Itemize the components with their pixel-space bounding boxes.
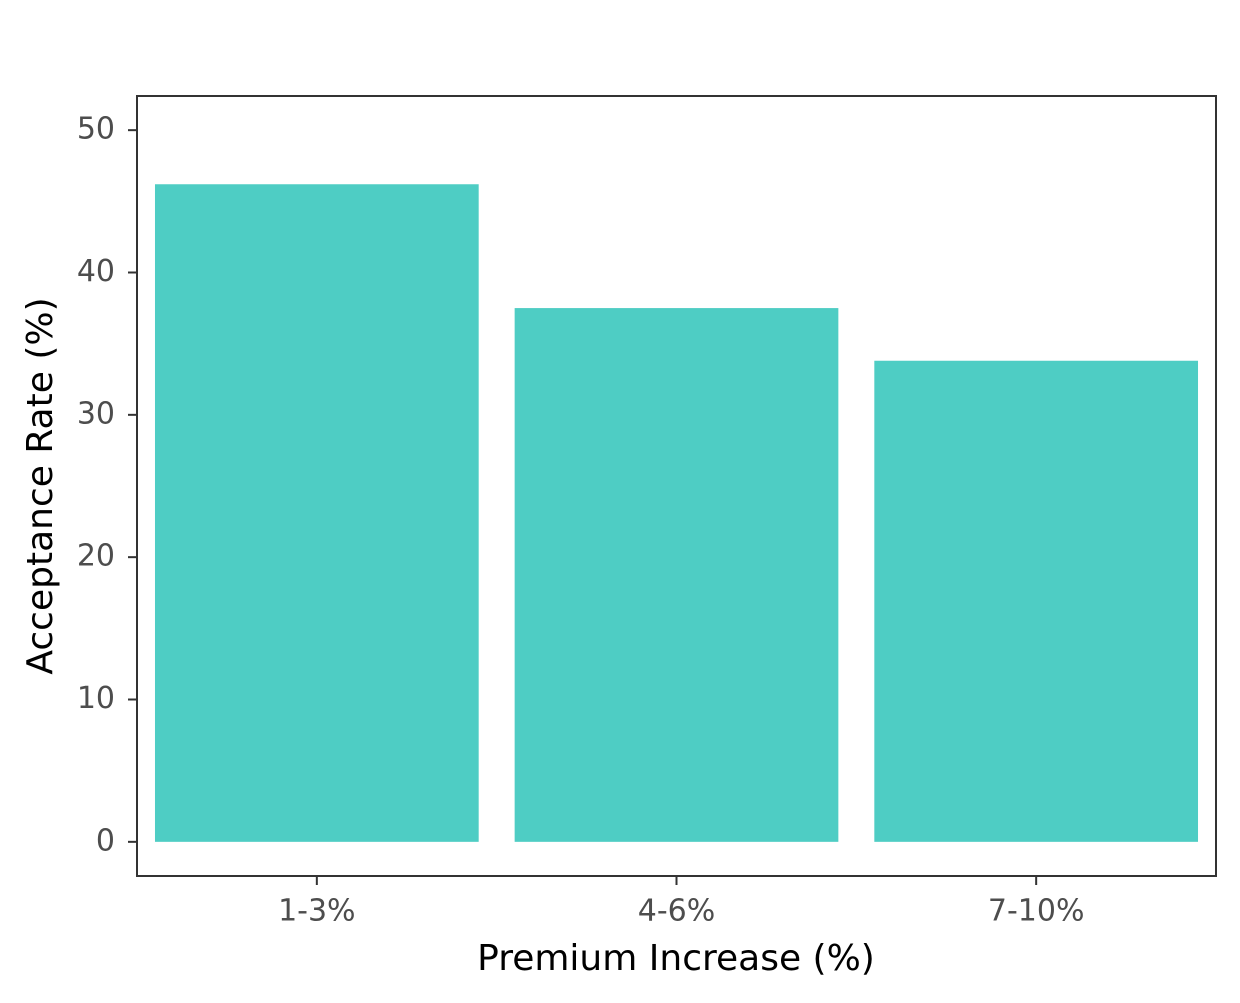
bar bbox=[154, 184, 479, 842]
x-axis-title: Premium Increase (%) bbox=[477, 938, 875, 979]
y-tick-label: 50 bbox=[77, 112, 115, 147]
y-tick-label: 20 bbox=[77, 539, 115, 574]
y-tick-label: 0 bbox=[96, 823, 115, 858]
bar bbox=[874, 360, 1199, 842]
y-tick-label: 30 bbox=[77, 396, 115, 431]
x-tick-label: 4-6% bbox=[638, 894, 716, 929]
y-tick-label: 10 bbox=[77, 681, 115, 716]
x-tick-label: 1-3% bbox=[278, 894, 356, 929]
panel-border bbox=[136, 95, 1217, 877]
y-axis-title: Acceptance Rate (%) bbox=[20, 297, 61, 674]
x-tick-label: 7-10% bbox=[988, 894, 1085, 929]
y-tick-label: 40 bbox=[77, 254, 115, 289]
bar bbox=[514, 308, 839, 842]
